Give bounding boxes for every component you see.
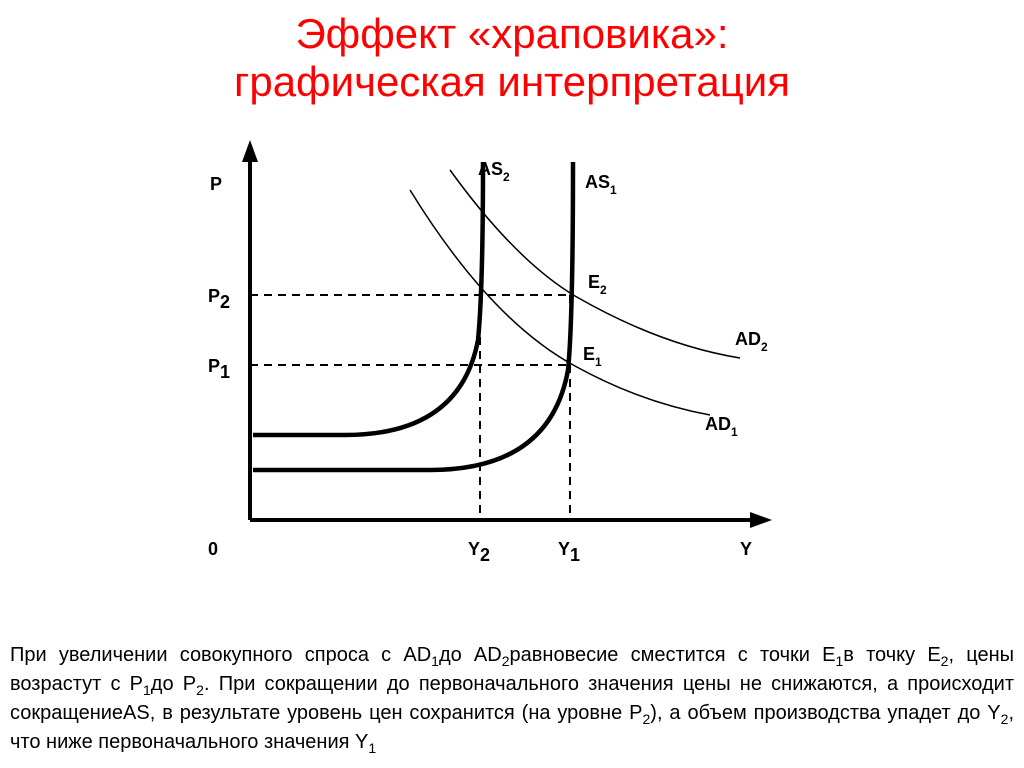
as1-label: AS1	[585, 172, 617, 197]
slide-title: Эффект «храповика»: графическая интерпре…	[0, 0, 1024, 107]
e1-label: E1	[583, 344, 602, 369]
e2-label: E2	[588, 272, 607, 297]
x-axis-arrow	[750, 512, 772, 528]
ad1-label: AD1	[705, 414, 738, 439]
title-line1: Эффект «храповика»:	[295, 10, 728, 57]
as2-curve	[253, 162, 483, 435]
y-axis-arrow	[242, 140, 258, 162]
origin-label: 0	[208, 539, 218, 559]
ad2-label: AD2	[735, 329, 768, 354]
ratchet-effect-chart: P Y 0 P2 P1 Y2 Y1 E2 E1 AS2 AS1	[180, 120, 820, 590]
ad1-curve	[410, 190, 710, 415]
ad2-curve	[450, 170, 740, 358]
p2-label: P2	[208, 286, 230, 312]
x-axis-label: Y	[740, 539, 752, 559]
y1-label: Y1	[558, 539, 580, 565]
title-line2: графическая интерпретация	[234, 58, 790, 105]
p1-label: P1	[208, 356, 230, 382]
slide-caption: При увеличении совокупного спроса с AD1д…	[10, 642, 1014, 758]
y2-label: Y2	[468, 539, 490, 565]
y-axis-label: P	[210, 174, 222, 194]
